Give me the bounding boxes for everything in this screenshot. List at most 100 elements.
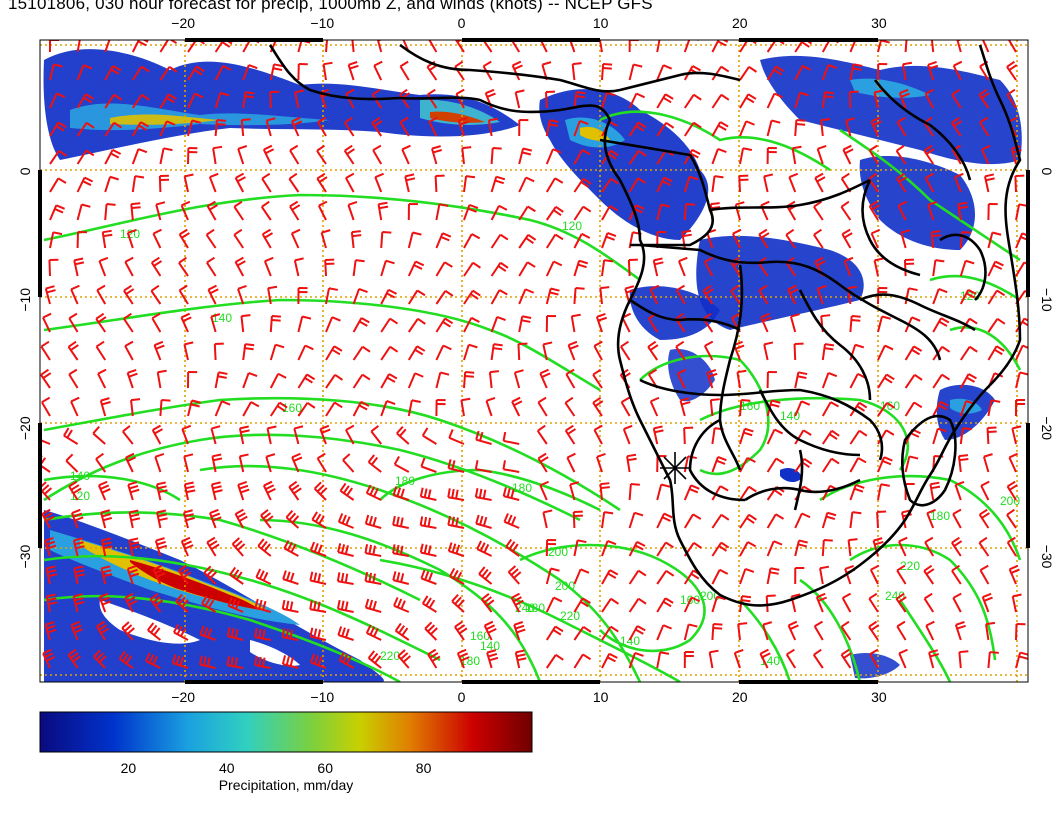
wind-barb (435, 371, 450, 389)
wind-barb (895, 592, 907, 613)
wind-barb (153, 340, 165, 361)
lat-tick-label: −10 (17, 288, 33, 312)
wind-barb (821, 511, 837, 529)
wind-barb (592, 368, 603, 389)
wind-barb (233, 200, 245, 221)
wind-barb (392, 486, 410, 501)
wind-barb (683, 148, 701, 165)
wind-barb (269, 343, 285, 361)
wind-barb (572, 510, 583, 529)
wind-barb (599, 286, 610, 305)
lat-tick-label: −10 (1039, 288, 1055, 312)
wind-barb (181, 424, 192, 445)
wind-barb (435, 261, 453, 277)
wind-barb (128, 509, 141, 529)
wind-barb (260, 200, 272, 221)
wind-barb (813, 228, 824, 249)
wind-barb (573, 232, 591, 249)
wind-barb (431, 145, 443, 165)
wind-barb (511, 396, 523, 417)
wind-barb (420, 569, 437, 585)
wind-barb (708, 649, 719, 669)
wind-barb (488, 370, 499, 389)
wind-barb (849, 511, 862, 529)
contour-label: 180 (525, 601, 545, 615)
wind-barb (869, 648, 879, 669)
wind-barb (297, 315, 312, 333)
wind-barb (987, 203, 998, 221)
wind-barb (821, 372, 838, 389)
wind-barb (711, 541, 730, 557)
wind-barb (352, 373, 371, 389)
wind-barb (876, 510, 887, 529)
wind-barb (407, 231, 422, 249)
wind-barb (877, 40, 890, 53)
wind-barb (309, 627, 327, 641)
wind-barb (766, 428, 784, 445)
wind-barb (924, 88, 935, 109)
wind-barb (840, 200, 852, 221)
wind-barb (656, 512, 673, 529)
wind-barb (849, 483, 865, 501)
wind-barb (476, 540, 493, 557)
wind-barb (463, 175, 476, 193)
wind-barb (456, 648, 470, 669)
wind-barb (435, 203, 449, 221)
wind-barb (981, 592, 993, 613)
wind-barb (573, 625, 592, 641)
wind-barb (923, 564, 935, 585)
wind-barb (843, 256, 854, 277)
wind-barb (766, 147, 777, 165)
wind-barb (104, 93, 123, 109)
wind-barb (683, 513, 702, 529)
wind-barb (297, 373, 316, 389)
wind-barb (987, 651, 999, 669)
wind-barb (100, 565, 113, 585)
wind-barb (848, 90, 859, 109)
wind-barb (981, 40, 990, 53)
wind-barb (924, 536, 935, 557)
wind-barb (374, 172, 385, 193)
wind-barb (545, 260, 563, 277)
wind-barb (507, 565, 522, 585)
wind-barb (104, 40, 119, 53)
wind-barb (490, 233, 509, 249)
wind-barb (229, 566, 244, 585)
wind-barb (336, 572, 354, 585)
wind-barb (435, 232, 452, 249)
wind-barb (72, 537, 85, 557)
wind-barb (76, 231, 88, 249)
wind-barb (739, 567, 755, 585)
wind-barb (461, 146, 472, 165)
wind-barb (40, 368, 52, 389)
wind-barb (652, 257, 664, 277)
wind-barb (265, 453, 276, 473)
wind-barb (352, 288, 368, 305)
wind-barb (683, 175, 699, 193)
wind-barb (404, 173, 416, 193)
wind-barb (711, 513, 730, 529)
wind-barb (957, 454, 969, 473)
wind-barb (127, 481, 140, 501)
wind-barb (345, 172, 355, 193)
wind-barb (297, 287, 308, 305)
wind-barb (601, 63, 613, 81)
lon-tick-label: 20 (732, 689, 748, 705)
wind-barb (628, 204, 645, 221)
wind-barb (954, 172, 964, 193)
wind-barb (573, 177, 592, 193)
wind-barb (573, 205, 592, 221)
wind-barb (877, 456, 893, 473)
wind-barb (569, 481, 580, 501)
wind-barb (474, 460, 492, 473)
wind-barb (178, 284, 189, 305)
wind-barb (210, 313, 221, 333)
wind-barb (435, 317, 454, 333)
wind-barb (214, 400, 231, 417)
wind-barb (41, 508, 55, 529)
wind-barb (421, 595, 437, 613)
wind-barb (474, 488, 492, 501)
wind-barb (463, 371, 475, 389)
wind-barb (927, 201, 937, 221)
wind-barb (932, 317, 950, 333)
